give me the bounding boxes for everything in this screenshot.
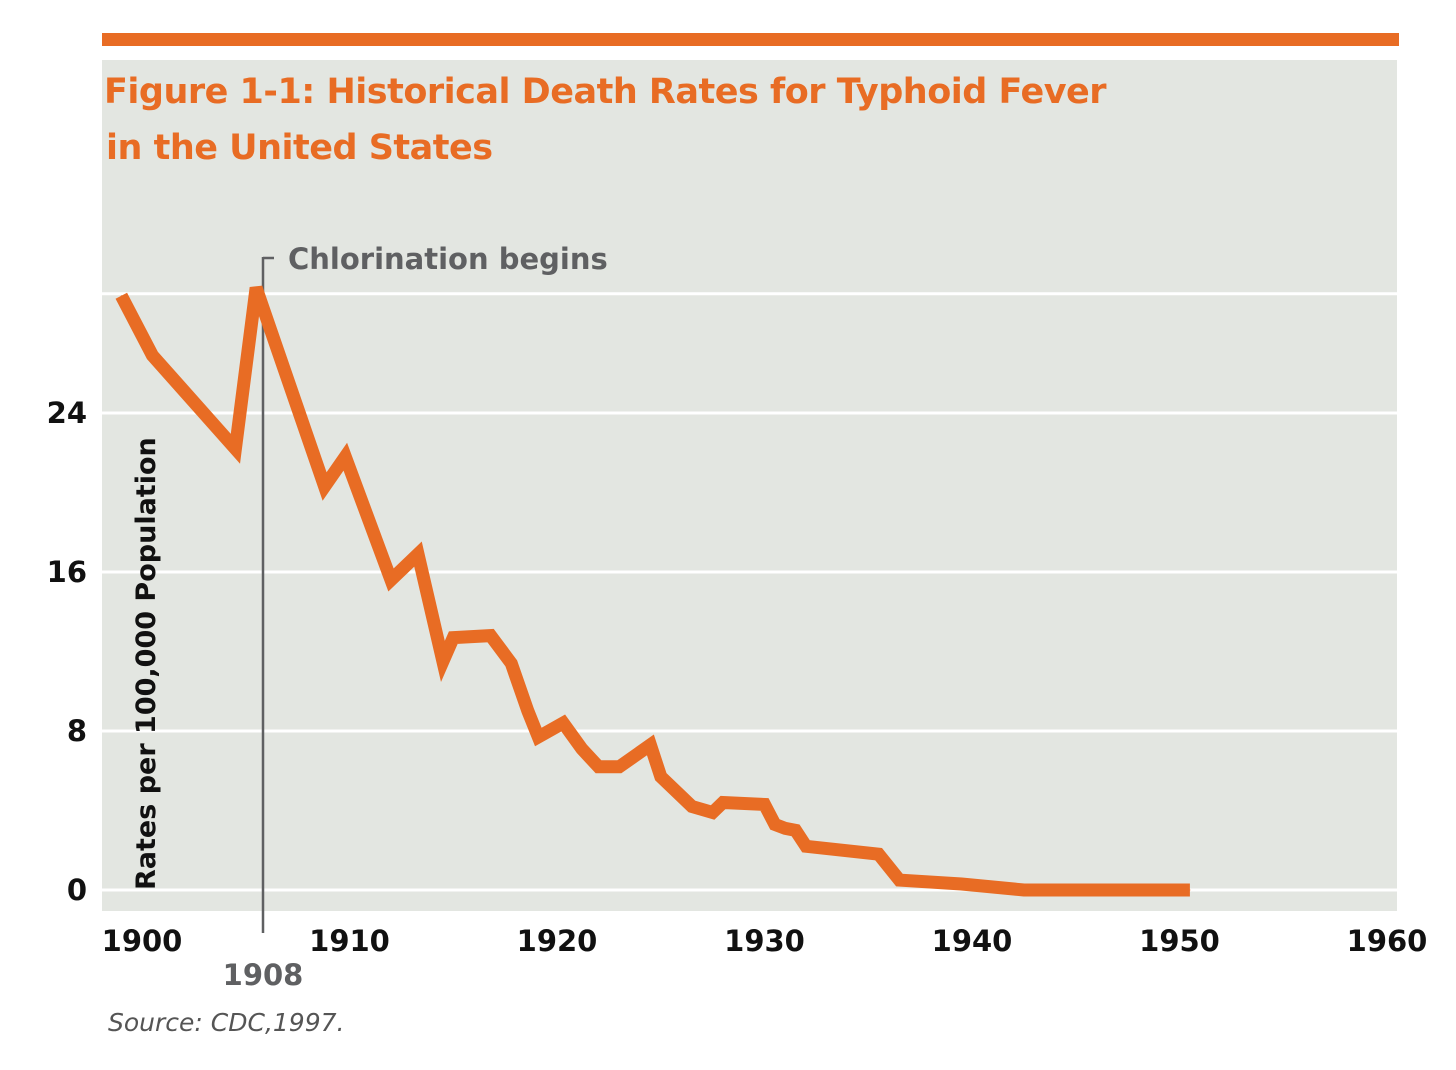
data-point (324, 486, 326, 487)
data-point (764, 804, 765, 805)
y-axis-label: Rates per 100,000 Population (131, 437, 162, 890)
y-tick-label: 8 (67, 714, 87, 748)
y-tick-label: 24 (47, 396, 87, 430)
x-tick-label: 1900 (102, 924, 183, 958)
data-point (774, 823, 776, 825)
data-point (452, 637, 454, 639)
top-accent-bar (102, 33, 1399, 46)
x-tick-label: 1930 (724, 924, 805, 958)
x-tick-label: 1940 (932, 924, 1013, 958)
data-point (795, 829, 797, 831)
data-point (1023, 889, 1025, 891)
x-tick-label: 1950 (1139, 924, 1220, 958)
data-point (712, 812, 714, 813)
data-point (527, 710, 529, 712)
y-tick-label: 16 (47, 555, 87, 589)
data-point (691, 806, 693, 807)
data-point (961, 883, 963, 885)
chart-title-line-1: Figure 1-1: Historical Death Rates for T… (104, 72, 1107, 112)
data-point (660, 776, 662, 778)
axis-labels: 1900 1910 1920 1930 1940 1950 1960 0 8 16 24 Rates … (47, 396, 1428, 958)
data-point (722, 802, 724, 803)
data-point (490, 635, 492, 637)
data-point (120, 295, 122, 297)
x-tick-label: 1960 (1347, 924, 1428, 958)
chart-title-line-2: in the United States (106, 128, 493, 168)
data-point (784, 827, 786, 829)
annotation-group: Chlorination begins 1908 (223, 242, 608, 992)
data-point (618, 766, 620, 768)
data-point (151, 354, 153, 356)
chlorination-label: Chlorination begins (288, 242, 608, 276)
series-line (115, 285, 1190, 897)
chlorination-year-label: 1908 (223, 958, 304, 992)
x-tick-label: 1920 (517, 924, 598, 958)
data-point (442, 660, 444, 662)
data-point (598, 766, 599, 768)
y-tick-label: 0 (67, 873, 87, 907)
series-layer (115, 285, 1191, 897)
x-tick-label: 1910 (309, 924, 390, 958)
data-point (805, 845, 807, 847)
data-point (417, 553, 419, 555)
data-point (878, 853, 880, 855)
data-point (581, 748, 583, 750)
data-point (390, 579, 392, 581)
data-point (255, 287, 257, 289)
gridlines (102, 292, 1397, 892)
data-point (537, 736, 539, 738)
data-point (649, 744, 651, 746)
source-note: Source: CDC,1997. (108, 1008, 345, 1037)
data-point (898, 879, 900, 881)
data-point (234, 448, 236, 450)
data-point (344, 456, 346, 458)
data-point (562, 722, 564, 724)
data-point (510, 662, 512, 664)
data-point (1189, 889, 1191, 891)
